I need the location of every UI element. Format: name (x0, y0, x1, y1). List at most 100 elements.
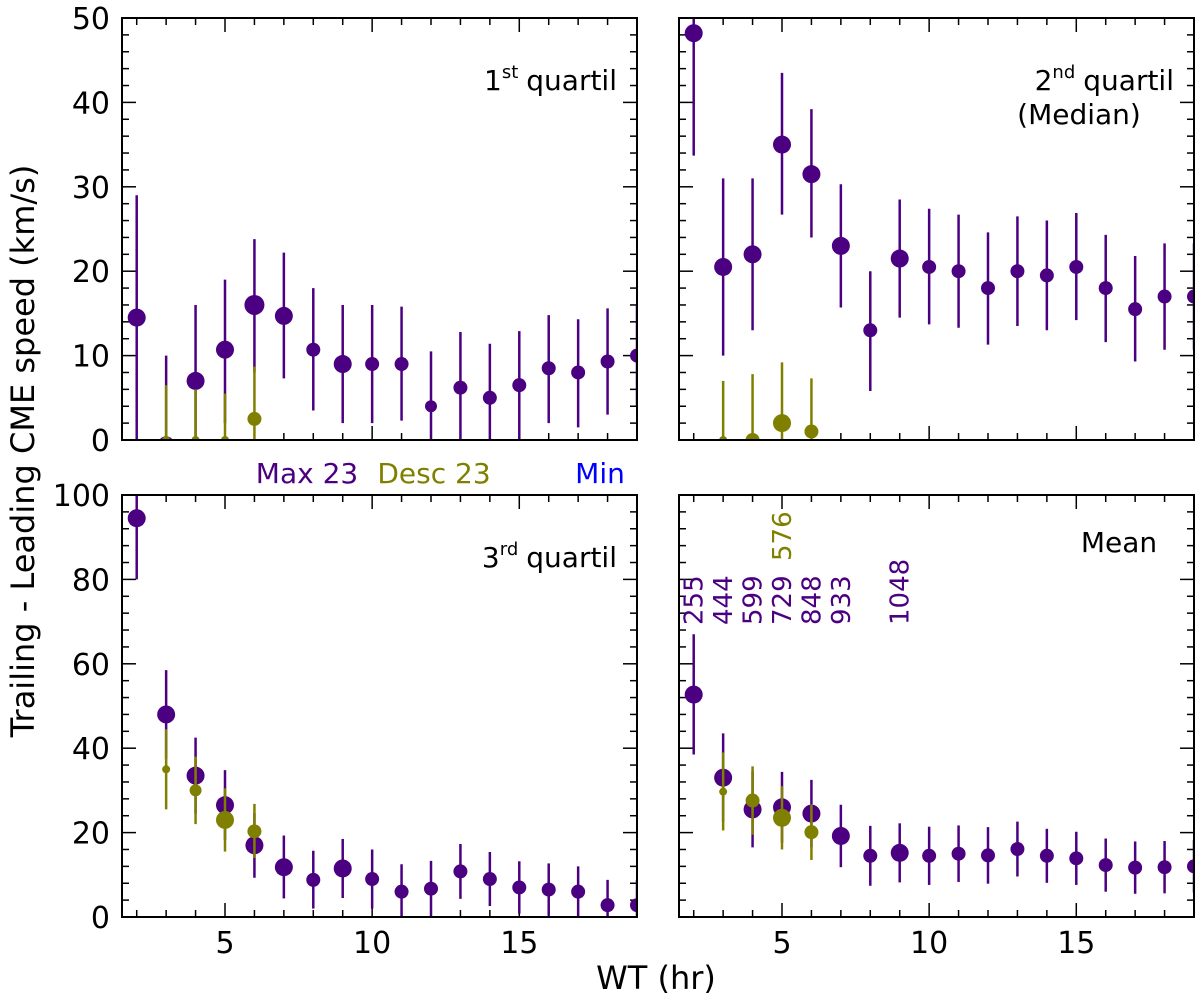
data-layer (684, 634, 1194, 894)
data-point (247, 411, 262, 426)
data-point (157, 705, 176, 724)
data-point (365, 872, 380, 887)
data-point (1098, 281, 1113, 296)
data-point (981, 281, 995, 296)
data-point (1039, 268, 1054, 283)
y-axis-label: Trailing - Leading CME speed (km/s) (4, 165, 42, 739)
data-point (773, 414, 791, 433)
data-point (600, 354, 615, 369)
data-point (1069, 851, 1084, 866)
data-point (394, 884, 409, 899)
y-tick-label: 0 (91, 424, 110, 459)
data-point (1128, 860, 1143, 875)
data-point (1039, 848, 1054, 863)
data-point (863, 323, 878, 338)
data-point (773, 808, 791, 827)
plot-frame (678, 494, 1195, 918)
data-point (274, 306, 293, 325)
data-point (571, 884, 586, 899)
data-point (951, 264, 966, 279)
x-tick-label: 15 (1057, 926, 1095, 961)
data-point (482, 390, 497, 405)
panel-label: 2nd quartil (1035, 62, 1174, 97)
data-point (981, 848, 995, 863)
data-point (453, 380, 468, 395)
data-point (1157, 289, 1172, 304)
data-point (922, 848, 937, 863)
count-annotation: 1048 (886, 559, 916, 625)
count-annotation: 933 (827, 575, 857, 625)
data-point (719, 787, 728, 796)
count-annotation: 576 (768, 511, 798, 561)
data-point (571, 365, 586, 380)
data-point (512, 378, 527, 393)
legend-min: Min (575, 457, 625, 490)
data-point (1010, 264, 1025, 279)
y-tick-label: 20 (72, 817, 110, 852)
data-point (333, 355, 352, 374)
data-point (600, 898, 615, 913)
data-layer (684, 18, 1194, 440)
data-point (127, 308, 146, 327)
data-point (1069, 259, 1084, 274)
data-point (804, 424, 819, 439)
y-tick-label: 80 (72, 563, 110, 598)
count-annotation: 255 (680, 575, 710, 625)
x-tick-label: 10 (353, 926, 391, 961)
chart-panels: 0 10 20 30 40 50 1st quartil 2nd quartil(Median) 0… (53, 2, 1195, 961)
panel-label: 1st quartil (484, 62, 617, 97)
data-point (306, 342, 321, 357)
data-point (247, 824, 262, 839)
data-point (394, 357, 409, 372)
data-point (745, 433, 760, 440)
y-tick-label: 20 (72, 255, 110, 290)
data-point (216, 340, 234, 359)
y-tick-label: 50 (72, 2, 110, 37)
y-tick-label: 30 (72, 171, 110, 206)
data-point (951, 846, 966, 861)
data-layer (127, 195, 637, 440)
y-tick-label: 40 (72, 732, 110, 767)
panel-bottom-left: 0 20 40 60 80 100 5 10 15 3rd quartil (53, 479, 638, 961)
data-point (684, 24, 703, 43)
panel-label-line2: (Median) (1017, 98, 1141, 131)
data-point (244, 294, 265, 315)
data-point (802, 165, 821, 184)
x-tick-label: 5 (772, 926, 791, 961)
data-point (890, 249, 909, 268)
data-point (1010, 842, 1025, 857)
data-point (804, 825, 819, 840)
data-point (425, 400, 437, 413)
data-point (743, 245, 762, 264)
legend: Max 23 Desc 23 Min (256, 457, 625, 490)
data-point (1187, 859, 1194, 874)
data-point (274, 858, 293, 877)
data-point (684, 685, 703, 704)
y-tick-label: 0 (91, 901, 110, 936)
count-annotation: 599 (739, 575, 769, 625)
x-axis-label: WT (hr) (596, 959, 716, 997)
data-point (482, 872, 497, 887)
panel-label: Mean (1081, 526, 1157, 559)
plot-frame (121, 494, 638, 918)
legend-max23: Max 23 (256, 457, 358, 490)
data-point (890, 843, 909, 862)
data-point (630, 898, 637, 913)
panel-bottom-right: 5 10 15 Mean 255 444 599 729 576 848 933 1048 (678, 494, 1195, 961)
data-point (630, 348, 637, 363)
panel-top-left: 0 10 20 30 40 50 1st quartil (72, 2, 638, 459)
data-point (127, 509, 146, 528)
count-annotation: 848 (797, 575, 827, 625)
data-point (453, 864, 468, 879)
data-point (714, 257, 733, 276)
data-layer (127, 495, 637, 917)
data-point (186, 371, 205, 390)
plot-frame (678, 17, 1195, 441)
legend-desc23: Desc 23 (377, 457, 490, 490)
data-point (1098, 858, 1113, 873)
data-point (189, 784, 202, 797)
data-point (831, 826, 850, 845)
panel-label: 3rd quartil (482, 539, 617, 574)
data-point (922, 259, 937, 274)
